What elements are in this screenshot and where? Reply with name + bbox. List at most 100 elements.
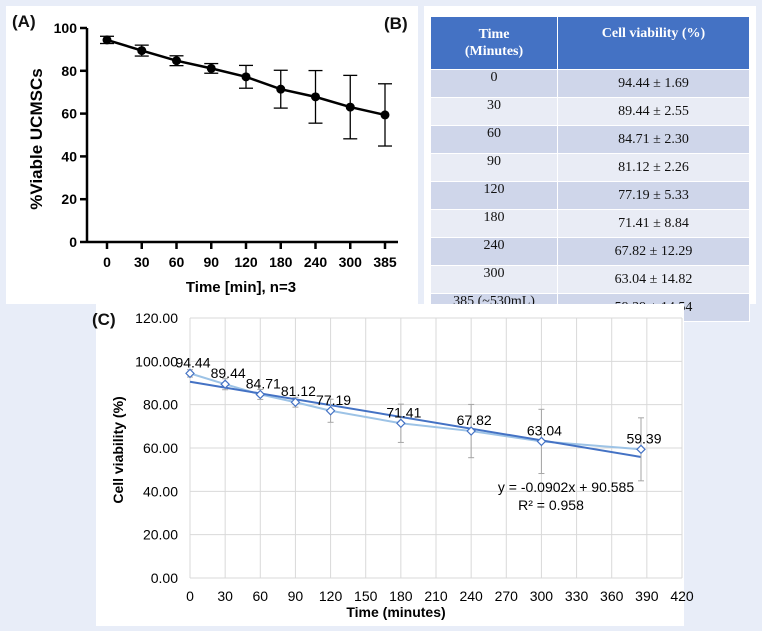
panel-c-label: (C) xyxy=(92,310,116,329)
x-tick-label: 90 xyxy=(288,588,304,604)
viability-table: Time (Minutes) Cell viability (%) 0 94.44… xyxy=(430,16,750,322)
panel-b-label: (B) xyxy=(380,14,412,34)
x-tick-label: 30 xyxy=(134,254,150,270)
data-label: 84.71 xyxy=(246,375,281,391)
x-tick-label: 360 xyxy=(600,588,624,604)
viability-cell: 84.71 ± 2.30 xyxy=(557,125,750,154)
time-cell: 180 xyxy=(430,209,558,238)
time-cell: 30 xyxy=(430,97,558,126)
table-row: 30 89.44 ± 2.55 xyxy=(430,97,750,126)
data-marker xyxy=(396,418,406,429)
x-tick-label: 0 xyxy=(103,254,111,270)
table-header-row: Time (Minutes) Cell viability (%) xyxy=(430,16,750,70)
table-row: 300 63.04 ± 14.82 xyxy=(430,265,750,294)
viability-cell: 94.44 ± 1.69 xyxy=(557,69,750,98)
data-label: 94.44 xyxy=(175,354,210,370)
table-row: 0 94.44 ± 1.69 xyxy=(430,69,750,98)
x-tick-label: 0 xyxy=(186,588,194,604)
data-point xyxy=(380,110,390,120)
x-tick-label: 180 xyxy=(269,254,293,270)
x-axis-title: Time (minutes) xyxy=(346,604,445,620)
data-point xyxy=(311,92,320,102)
table-row: 120 77.19 ± 5.33 xyxy=(430,181,750,210)
x-tick-label: 180 xyxy=(389,588,413,604)
viability-scatter-trend-chart: 0.00 20.00 40.00 60.00 80.00 100.00 120.00 0 30 6… xyxy=(110,310,694,620)
y-tick-label: 100.00 xyxy=(135,353,178,369)
time-cell: 0 xyxy=(430,69,558,98)
data-label: 59.39 xyxy=(626,430,661,446)
viability-cell: 81.12 ± 2.26 xyxy=(557,153,750,182)
data-marker xyxy=(636,444,646,455)
x-tick-label: 300 xyxy=(339,254,363,270)
y-tick-label: 100 xyxy=(54,20,78,36)
y-tick-label: 60.00 xyxy=(143,440,178,456)
x-tick-label: 390 xyxy=(635,588,659,604)
data-point xyxy=(102,35,112,45)
x-tick-label: 60 xyxy=(252,588,268,604)
data-label: 81.12 xyxy=(281,383,316,399)
data-point xyxy=(172,56,181,66)
x-tick-label: 60 xyxy=(169,254,185,270)
viability-cell: 77.19 ± 5.33 xyxy=(557,181,750,210)
y-tick-label: 20 xyxy=(61,191,77,207)
data-label: 67.82 xyxy=(457,412,492,428)
y-tick-label: 80 xyxy=(61,63,77,79)
data-label: 89.44 xyxy=(211,365,246,381)
data-marker xyxy=(255,389,266,400)
data-point xyxy=(241,72,251,82)
y-tick-label: 20.00 xyxy=(143,527,178,543)
x-tick-label: 385 xyxy=(373,254,397,270)
viability-cell: 71.41 ± 8.84 xyxy=(557,209,750,238)
y-axis-title: Cell viability (%) xyxy=(110,396,126,503)
y-tick-label: 40.00 xyxy=(143,483,178,499)
x-tick-label: 30 xyxy=(217,588,233,604)
viability-line-chart: 0 20 40 60 80 100 0 30 60 90 120 180 240 300 385 Time [… xyxy=(27,20,398,296)
x-axis-title: Time [min], n=3 xyxy=(186,279,296,296)
trend-equation: y = -0.0902x + 90.585 xyxy=(498,479,634,495)
time-cell: 120 xyxy=(430,181,558,210)
x-tick-label: 330 xyxy=(565,588,589,604)
time-cell: 300 xyxy=(430,265,558,294)
data-point xyxy=(345,102,355,112)
data-marker xyxy=(290,397,301,408)
x-tick-label: 120 xyxy=(319,588,343,604)
x-tick-label: 240 xyxy=(459,588,483,604)
y-tick-label: 0 xyxy=(69,234,77,250)
data-marker xyxy=(536,436,547,447)
r-squared: R² = 0.958 xyxy=(518,497,584,513)
data-label: 71.41 xyxy=(386,404,421,420)
time-cell: 90 xyxy=(430,153,558,182)
viability-cell: 67.82 ± 12.29 xyxy=(557,237,750,266)
header-viability: Cell viability (%) xyxy=(557,16,750,70)
table-row: 90 81.12 ± 2.26 xyxy=(430,153,750,182)
time-cell: 240 xyxy=(430,237,558,266)
panel-a-label: (A) xyxy=(12,12,36,31)
y-tick-label: 120.00 xyxy=(135,310,178,326)
y-tick-label: 80.00 xyxy=(143,397,178,413)
x-tick-label: 240 xyxy=(304,254,328,270)
data-marker xyxy=(220,379,230,390)
data-marker xyxy=(325,405,336,416)
panel-c: (C) 0.00 20.00 40.00 60.00 80.00 100.00 120.00… xyxy=(92,304,694,626)
data-point xyxy=(276,84,286,94)
x-tick-label: 150 xyxy=(354,588,378,604)
data-marker xyxy=(185,368,195,379)
data-point xyxy=(137,46,147,56)
x-tick-label: 120 xyxy=(234,254,258,270)
time-cell: 60 xyxy=(430,125,558,154)
table-row: 60 84.71 ± 2.30 xyxy=(430,125,750,154)
data-marker xyxy=(466,426,476,436)
viability-cell: 89.44 ± 2.55 xyxy=(557,97,750,126)
trendline xyxy=(189,380,642,458)
data-label: 63.04 xyxy=(527,422,562,438)
x-tick-label: 300 xyxy=(530,588,554,604)
table-row: 240 67.82 ± 12.29 xyxy=(430,237,750,266)
panel-a: (A) 0 20 40 60 80 100 0 30 60 90 120 180 240 300 385 Ti… xyxy=(6,6,418,304)
x-tick-label: 210 xyxy=(424,588,448,604)
data-label: 77.19 xyxy=(316,392,351,408)
table-body: 0 94.44 ± 1.69 30 89.44 ± 2.55 60 84.71 ± 2.3… xyxy=(430,69,750,322)
header-time: Time (Minutes) xyxy=(430,16,558,70)
x-tick-label: 90 xyxy=(203,254,219,270)
y-tick-label: 40 xyxy=(61,148,77,164)
y-tick-label: 0.00 xyxy=(151,570,178,586)
